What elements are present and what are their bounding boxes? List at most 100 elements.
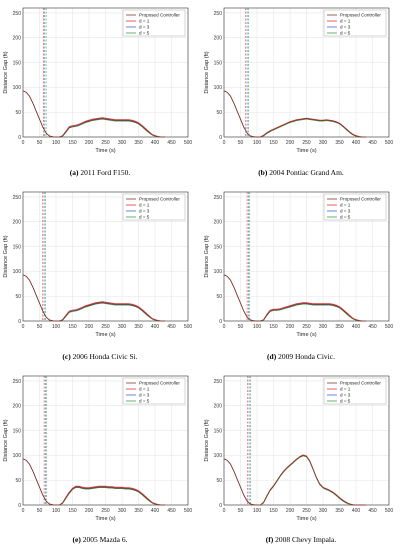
x-axis-label: Time (s) (296, 516, 316, 522)
legend-label-proposed: Proposed Controller (139, 197, 180, 202)
x-tick-label: 50 (238, 324, 244, 330)
x-tick-label: 200 (286, 140, 295, 146)
x-tick-label: 0 (223, 324, 226, 330)
x-tick-label: 100 (253, 324, 262, 330)
x-tick-label: 350 (335, 140, 344, 146)
y-tick-label: 250 (214, 11, 223, 17)
caption-b-label: (b) (258, 168, 268, 177)
chart-panel-b: 0 50 100 150 200 250 300 350 400 450 500 0 50 100 150 2… (201, 0, 401, 165)
y-tick-label: 250 (13, 195, 22, 201)
legend-label-proposed: Proposed Controller (340, 13, 381, 18)
caption-b: (b) 2004 Pontiac Grand Am. (201, 168, 401, 177)
x-tick-label: 500 (385, 140, 394, 146)
y-axis-label: Distance Gap (ft) (204, 51, 210, 93)
y-tick-label: 50 (216, 478, 222, 484)
legend-label-d5: d = 5 (139, 31, 150, 36)
x-tick-label: 300 (319, 324, 328, 330)
legend-label-d5: d = 5 (340, 399, 351, 404)
x-tick-label: 400 (352, 140, 361, 146)
x-tick-label: 200 (85, 140, 94, 146)
legend-label-d5: d = 5 (139, 399, 150, 404)
x-tick-label: 150 (269, 508, 278, 514)
series-line-proposed (22, 274, 165, 322)
x-tick-label: 250 (101, 508, 110, 514)
y-tick-label: 0 (219, 503, 222, 509)
x-tick-label: 400 (151, 140, 160, 146)
x-tick-label: 500 (184, 140, 193, 146)
y-axis-label: Distance Gap (ft) (204, 419, 210, 461)
y-tick-label: 100 (214, 85, 223, 91)
legend-label-d1: d = 1 (139, 19, 150, 24)
x-tick-label: 50 (238, 508, 244, 514)
x-tick-label: 100 (52, 508, 61, 514)
x-tick-label: 150 (68, 508, 77, 514)
y-axis-label: Distance Gap (ft) (3, 51, 9, 93)
y-axis-label: Distance Gap (ft) (3, 419, 9, 461)
x-axis-label: Time (s) (95, 332, 115, 338)
x-tick-label: 150 (68, 140, 77, 146)
legend-label-proposed: Proposed Controller (139, 13, 180, 18)
caption-c-label: (c) (62, 352, 71, 361)
x-tick-label: 100 (253, 140, 262, 146)
y-tick-label: 150 (214, 60, 223, 66)
caption-d-text: 2009 Honda Civic. (276, 352, 335, 361)
y-tick-label: 100 (13, 269, 22, 275)
caption-c: (c) 2006 Honda Civic Si. (0, 352, 200, 361)
x-tick-label: 450 (368, 324, 377, 330)
caption-e-label: (e) (72, 535, 81, 544)
x-tick-label: 450 (167, 508, 176, 514)
x-tick-label: 500 (184, 324, 193, 330)
x-tick-label: 300 (319, 508, 328, 514)
x-tick-label: 450 (368, 140, 377, 146)
y-tick-label: 100 (214, 453, 223, 459)
y-tick-label: 200 (13, 36, 22, 42)
y-tick-label: 50 (216, 294, 222, 300)
legend-label-d1: d = 1 (340, 203, 351, 208)
y-tick-label: 0 (219, 135, 222, 141)
chart-panel-f: 0 50 100 150 200 250 300 350 400 450 500 0 50 100 150 2… (201, 368, 401, 533)
caption-d-label: (d) (267, 352, 277, 361)
x-tick-label: 300 (118, 140, 127, 146)
x-tick-label: 450 (167, 324, 176, 330)
x-tick-label: 400 (151, 508, 160, 514)
x-tick-label: 300 (118, 508, 127, 514)
caption-f-text: 2008 Chevy Impala. (273, 535, 337, 544)
plot-frame (223, 191, 390, 322)
x-tick-label: 50 (238, 140, 244, 146)
y-tick-label: 100 (13, 453, 22, 459)
caption-a-text: 2011 Ford F150. (78, 168, 131, 177)
chart-panel-c: 0 50 100 150 200 250 300 350 400 450 500 0 50 100 150 2… (0, 184, 200, 349)
legend-box (122, 377, 186, 405)
series-line-proposed (223, 90, 366, 138)
y-tick-label: 200 (214, 404, 223, 410)
x-tick-label: 400 (151, 324, 160, 330)
caption-f-label: (f) (265, 535, 274, 544)
series-line-proposed (22, 458, 165, 506)
x-tick-label: 400 (352, 324, 361, 330)
x-tick-label: 150 (269, 140, 278, 146)
legend-label-d1: d = 1 (139, 203, 150, 208)
x-tick-label: 250 (101, 324, 110, 330)
legend-label-d5: d = 5 (340, 215, 351, 220)
y-tick-label: 100 (214, 269, 223, 275)
x-tick-label: 0 (22, 508, 25, 514)
x-tick-label: 500 (385, 508, 394, 514)
y-tick-label: 50 (15, 110, 21, 116)
x-tick-label: 150 (269, 324, 278, 330)
legend-label-d5: d = 5 (340, 31, 351, 36)
y-axis-label: Distance Gap (ft) (3, 235, 9, 277)
chart-b: 0 50 100 150 200 250 300 350 400 450 500 0 50 100 150 2… (204, 7, 394, 154)
plot-frame (22, 191, 189, 322)
x-tick-label: 150 (68, 324, 77, 330)
plot-frame (223, 7, 390, 138)
x-tick-label: 0 (22, 140, 25, 146)
x-tick-label: 300 (319, 140, 328, 146)
legend-label-d3: d = 3 (139, 209, 150, 214)
y-tick-label: 0 (18, 135, 21, 141)
x-axis-label: Time (s) (296, 332, 316, 338)
plot-frame (223, 375, 390, 506)
chart-a: 0 50 100 150 200 250 300 350 400 450 500 0 50 100 150 2… (3, 7, 193, 154)
